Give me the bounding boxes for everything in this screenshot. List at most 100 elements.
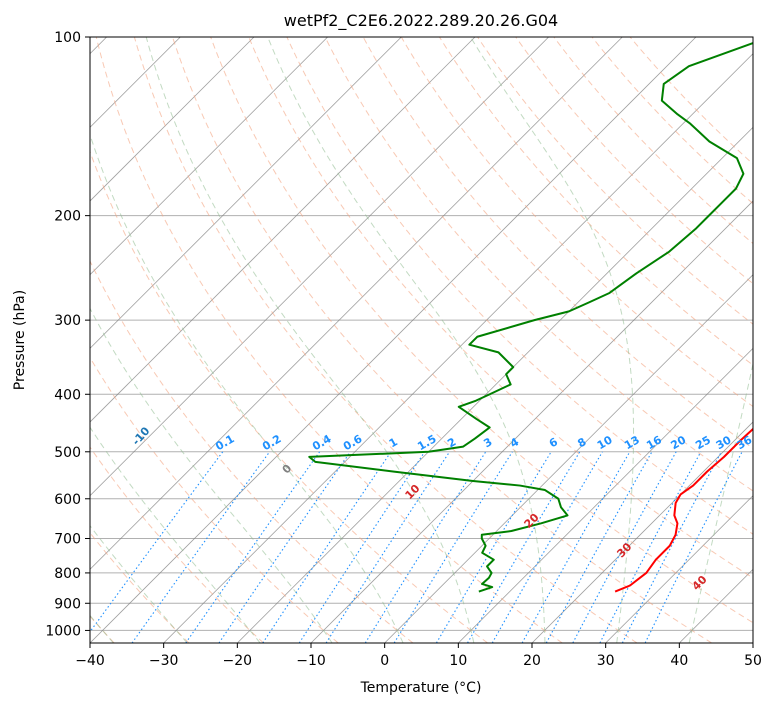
x-tick-label: −40 bbox=[75, 653, 105, 669]
mixing-ratio-label: 1 bbox=[387, 435, 400, 450]
mixing-ratio-label: 10 bbox=[595, 433, 615, 452]
dry-adiabat-line bbox=[95, 37, 563, 643]
moist-adiabat-label: 40 bbox=[690, 573, 710, 593]
mixing-ratio-line bbox=[393, 451, 513, 643]
reference-lines bbox=[90, 37, 775, 643]
axes: −40 −30 −20 −10 0 10 20 30 40 5010020030040050060… bbox=[45, 30, 762, 669]
y-tick-label: 400 bbox=[54, 387, 81, 403]
mixing-ratio-label: 16 bbox=[644, 433, 664, 452]
y-tick-label: 100 bbox=[54, 30, 81, 46]
x-tick-label: −30 bbox=[149, 653, 179, 669]
mixing-ratio-line bbox=[572, 451, 677, 643]
x-tick-label: 20 bbox=[523, 653, 541, 669]
mixing-ratio-line bbox=[185, 451, 321, 643]
moist-adiabat-line bbox=[145, 37, 475, 643]
dry-adiabat-line bbox=[210, 37, 753, 624]
dry-adiabat-line bbox=[248, 37, 753, 579]
temperature-profile bbox=[614, 427, 753, 593]
x-tick-label: −10 bbox=[296, 653, 326, 669]
moist-adiabat-label: 0 bbox=[280, 462, 295, 477]
mixing-ratio-label: 25 bbox=[693, 433, 713, 452]
mixing-ratio-line bbox=[521, 451, 631, 643]
dry-adiabat-line bbox=[515, 37, 753, 285]
dry-adiabat-label: -10 bbox=[130, 424, 153, 448]
y-axis-label: Pressure (hPa) bbox=[12, 290, 28, 390]
x-tick-label: 0 bbox=[380, 653, 389, 669]
isotherm-line bbox=[90, 37, 697, 643]
mixing-ratio-line bbox=[545, 451, 653, 643]
dry-adiabat-line bbox=[90, 532, 190, 643]
mixing-ratio-label: 36 bbox=[734, 433, 754, 452]
isotherm-line bbox=[605, 495, 753, 643]
x-tick-label: 10 bbox=[449, 653, 467, 669]
y-tick-label: 300 bbox=[54, 313, 81, 329]
isotherm-line bbox=[90, 37, 623, 570]
mixing-ratio-line bbox=[218, 451, 351, 643]
mixing-ratio-label: 3 bbox=[481, 435, 494, 450]
dry-adiabat-line bbox=[400, 37, 753, 408]
y-tick-label: 1000 bbox=[45, 623, 81, 639]
mixing-ratio-label: 20 bbox=[669, 433, 689, 452]
data-series bbox=[308, 41, 753, 593]
plot-area bbox=[90, 37, 753, 643]
x-tick-label: 30 bbox=[597, 653, 615, 669]
moist-adiabat-line bbox=[470, 37, 635, 643]
mixing-ratio-line bbox=[467, 451, 581, 643]
mixing-ratio-line bbox=[262, 451, 392, 643]
isotherm-line bbox=[458, 347, 753, 643]
mixing-ratio-line bbox=[364, 451, 487, 643]
y-tick-label: 900 bbox=[54, 596, 81, 612]
moist-adiabat-line bbox=[688, 361, 753, 643]
isotherm-line bbox=[237, 126, 753, 643]
x-axis-label: Temperature (°C) bbox=[360, 680, 482, 696]
dry-adiabat-line bbox=[90, 446, 264, 643]
y-tick-label: 500 bbox=[54, 445, 81, 461]
mixing-ratio-line bbox=[325, 451, 451, 643]
dry-adiabat-line bbox=[362, 37, 753, 450]
isotherm-line bbox=[90, 37, 549, 497]
dry-adiabat-line bbox=[90, 260, 414, 643]
y-tick-label: 800 bbox=[54, 566, 81, 582]
y-tick-label: 600 bbox=[54, 492, 81, 508]
mixing-ratio-label: 0.2 bbox=[260, 432, 283, 453]
mixing-ratio-label: 8 bbox=[575, 435, 588, 450]
isotherm-line bbox=[90, 37, 255, 202]
chart-title: wetPf2_C2E6.2022.289.20.26.G04 bbox=[284, 11, 558, 31]
y-tick-label: 700 bbox=[54, 532, 81, 548]
isotherm-line bbox=[531, 421, 753, 643]
mixing-ratio-line bbox=[491, 451, 603, 643]
moist-adiabat-line bbox=[90, 426, 261, 643]
moist-adiabat-line bbox=[90, 524, 188, 643]
moist-adiabat-line bbox=[90, 133, 404, 643]
y-tick-label: 200 bbox=[54, 209, 81, 225]
x-tick-label: 40 bbox=[670, 653, 688, 669]
x-tick-label: −20 bbox=[223, 653, 253, 669]
mixing-ratio-line bbox=[599, 451, 702, 643]
isotherm-line bbox=[752, 642, 753, 643]
mixing-ratio-label: 0.6 bbox=[341, 432, 365, 453]
plot-frame bbox=[89, 36, 754, 644]
moist-adiabat-line bbox=[90, 307, 333, 643]
mixing-ratio-label: 0.4 bbox=[310, 432, 334, 453]
moist-adiabat-line bbox=[267, 37, 546, 643]
dry-adiabat-line bbox=[477, 37, 753, 325]
moist-adiabat-line bbox=[762, 37, 775, 643]
isotherm-line bbox=[90, 37, 328, 276]
mixing-ratio-line bbox=[298, 451, 426, 643]
mixing-ratio-label: 6 bbox=[547, 435, 560, 450]
isotherm-line bbox=[384, 274, 753, 643]
mixing-ratio-label: 13 bbox=[622, 433, 642, 452]
dry-adiabat-line bbox=[90, 356, 339, 643]
isotherm-line bbox=[90, 37, 402, 349]
isotherm-line bbox=[90, 37, 476, 423]
mixing-ratio-label: 0.1 bbox=[213, 432, 236, 453]
mixing-ratio-line bbox=[435, 451, 552, 643]
isotherm-line bbox=[163, 53, 753, 643]
dry-adiabat-line bbox=[133, 37, 638, 643]
dry-adiabat-line bbox=[324, 37, 753, 492]
dry-adiabat-line bbox=[90, 150, 488, 643]
dry-adiabat-line bbox=[629, 37, 753, 165]
isotherm-line bbox=[310, 200, 753, 643]
mixing-ratio-line bbox=[90, 451, 224, 633]
